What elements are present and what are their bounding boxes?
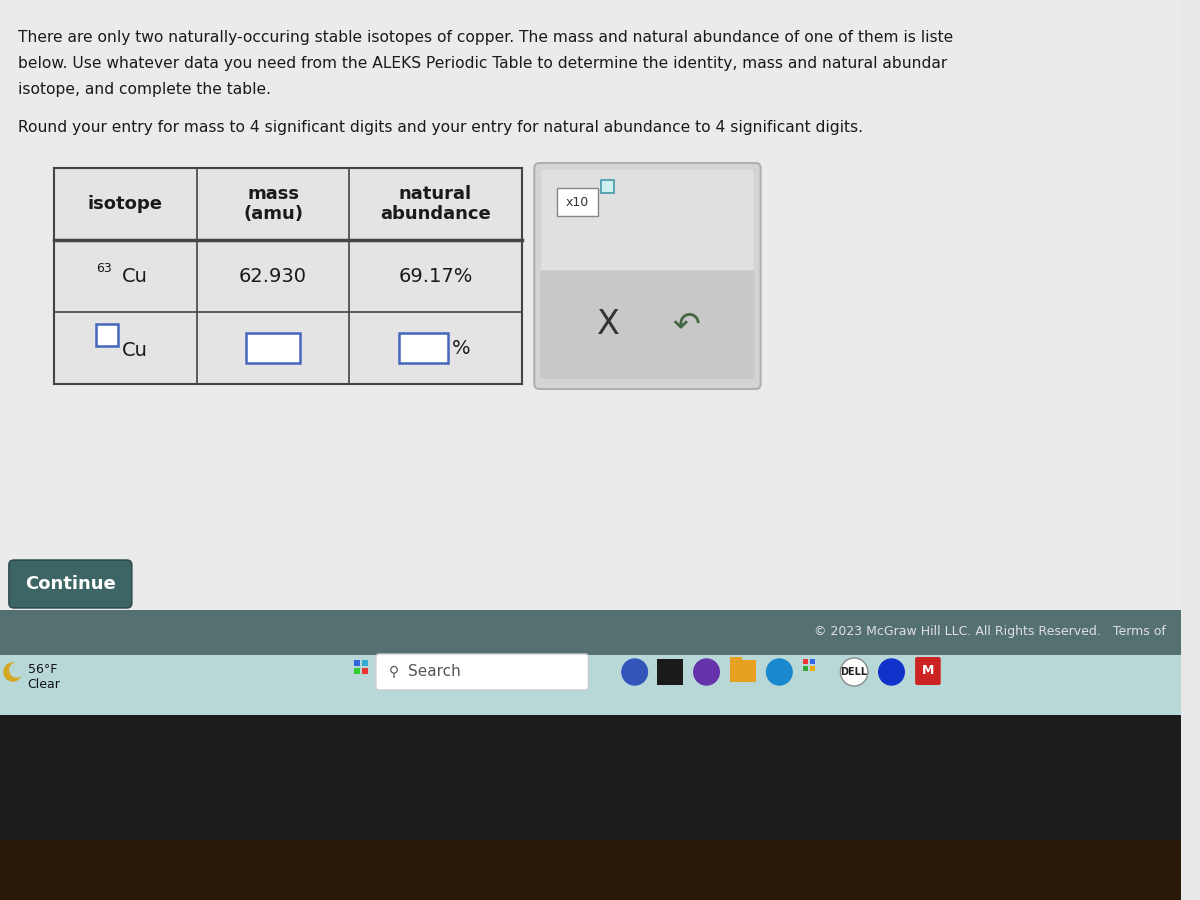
Bar xyxy=(557,188,599,216)
Text: below. Use whatever data you need from the ALEKS Periodic Table to determine the: below. Use whatever data you need from t… xyxy=(18,56,947,71)
Circle shape xyxy=(10,663,24,677)
Text: Clear: Clear xyxy=(28,678,60,691)
Bar xyxy=(0,715,1181,900)
Bar xyxy=(0,0,1181,610)
Bar xyxy=(246,333,300,363)
Bar xyxy=(354,668,360,674)
Bar xyxy=(362,660,368,666)
FancyBboxPatch shape xyxy=(376,654,588,690)
Text: ⚲: ⚲ xyxy=(389,665,398,679)
FancyBboxPatch shape xyxy=(534,163,761,389)
Text: natural
abundance: natural abundance xyxy=(380,184,491,223)
Text: Continue: Continue xyxy=(25,575,115,593)
Text: isotope: isotope xyxy=(88,195,163,213)
Text: isotope, and complete the table.: isotope, and complete the table. xyxy=(18,82,271,97)
Text: Cu: Cu xyxy=(121,340,148,359)
Bar xyxy=(803,666,808,671)
Text: M: M xyxy=(922,664,934,678)
Bar xyxy=(730,660,756,682)
Bar xyxy=(803,659,808,664)
Text: X: X xyxy=(598,308,620,341)
Bar xyxy=(0,840,1181,900)
Circle shape xyxy=(840,658,868,686)
Text: %: % xyxy=(452,338,470,357)
Text: 63: 63 xyxy=(96,263,112,275)
Text: 56°F: 56°F xyxy=(28,663,56,676)
Bar xyxy=(0,610,1181,655)
Circle shape xyxy=(767,659,792,685)
Bar xyxy=(54,168,522,384)
Text: Search: Search xyxy=(408,664,461,680)
Bar xyxy=(354,660,360,666)
Text: x10: x10 xyxy=(566,195,589,209)
Text: ↶: ↶ xyxy=(672,308,701,341)
Circle shape xyxy=(4,663,22,681)
Text: mass
(amu): mass (amu) xyxy=(244,184,304,223)
Bar xyxy=(730,657,742,663)
Circle shape xyxy=(622,659,648,685)
FancyBboxPatch shape xyxy=(916,657,941,685)
Text: DELL: DELL xyxy=(840,667,868,677)
Bar xyxy=(658,659,683,685)
Bar xyxy=(810,666,815,671)
Text: Cu: Cu xyxy=(121,267,148,286)
FancyBboxPatch shape xyxy=(8,560,132,608)
FancyBboxPatch shape xyxy=(541,170,754,271)
Bar xyxy=(0,655,1181,715)
Bar xyxy=(601,180,614,193)
Bar xyxy=(362,668,368,674)
Text: 69.17%: 69.17% xyxy=(398,266,473,285)
Bar xyxy=(400,333,449,363)
Bar xyxy=(96,324,118,346)
Bar xyxy=(810,659,815,664)
Text: © 2023 McGraw Hill LLC. All Rights Reserved.   Terms of: © 2023 McGraw Hill LLC. All Rights Reser… xyxy=(814,626,1166,638)
Text: There are only two naturally-occuring stable isotopes of copper. The mass and na: There are only two naturally-occuring st… xyxy=(18,30,953,45)
FancyBboxPatch shape xyxy=(540,270,755,379)
Text: 62.930: 62.930 xyxy=(239,266,307,285)
Text: Round your entry for mass to 4 significant digits and your entry for natural abu: Round your entry for mass to 4 significa… xyxy=(18,120,863,135)
Circle shape xyxy=(878,659,905,685)
Circle shape xyxy=(694,659,719,685)
